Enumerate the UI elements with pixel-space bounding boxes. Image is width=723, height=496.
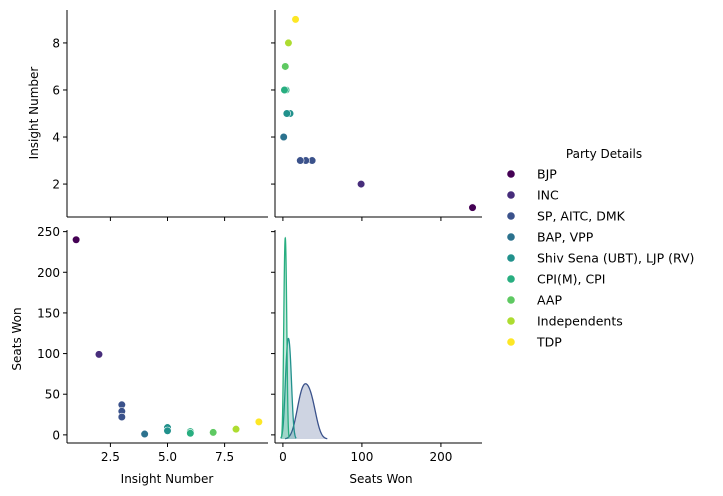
- x-axis-label-left: Insight Number: [121, 472, 214, 486]
- legend-label: SP, AITC, DMK: [537, 209, 626, 224]
- legend-marker: [507, 212, 515, 220]
- legend-marker: [507, 191, 515, 199]
- scatter-point: [282, 109, 291, 118]
- scatter-point: [357, 179, 366, 189]
- legend-marker: [507, 317, 515, 325]
- y-tick-label: 6: [52, 83, 60, 97]
- scatter-point: [281, 62, 290, 71]
- legend-label: AAP: [537, 293, 562, 308]
- scatter-point: [117, 412, 126, 422]
- y-tick-label: 8: [52, 36, 60, 50]
- y-tick-label: 200: [37, 266, 60, 280]
- x-tick-label: 7.5: [215, 450, 234, 464]
- x-axis-label-right: Seats Won: [349, 472, 412, 486]
- x-tick-label: 0: [279, 450, 287, 464]
- scatter-point: [279, 132, 288, 142]
- legend-label: Independents: [537, 314, 623, 329]
- scatter-point: [291, 15, 300, 24]
- scatter-point: [163, 426, 172, 435]
- x-tick-label: 5.0: [158, 450, 177, 464]
- scatter-point: [140, 429, 149, 439]
- scatter-point: [254, 417, 263, 426]
- panel-seats-kde: 0 100 200: [271, 230, 482, 464]
- scatter-point: [209, 428, 218, 437]
- scatter-point: [94, 350, 104, 359]
- panel-insight-kde: 2 4 6 8: [52, 10, 268, 221]
- scatter-point: [72, 235, 81, 244]
- panel-seats-vs-insight-scatter: [271, 10, 482, 221]
- legend-title: Party Details: [566, 147, 642, 161]
- y-tick-label: 250: [37, 225, 60, 239]
- y-tick-label: 0: [52, 428, 60, 442]
- kde-fill: [285, 383, 328, 439]
- y-tick-label: 4: [52, 131, 60, 145]
- legend-marker: [507, 296, 515, 304]
- scatter-point: [284, 38, 293, 48]
- legend-label: TDP: [536, 335, 562, 350]
- legend-label: Shiv Sena (UBT), LJP (RV): [537, 251, 694, 266]
- x-tick-label: 100: [350, 450, 373, 464]
- legend-marker: [507, 338, 515, 346]
- panel-insight-vs-seats-scatter: 0 50 100 150 200 250 2.5 5.0 7.5: [37, 225, 268, 464]
- kde-curve: [280, 337, 297, 439]
- legend-label: CPI(M), CPI: [537, 272, 605, 287]
- y-tick-label: 100: [37, 347, 60, 361]
- y-axis-label-top: Insight Number: [27, 67, 41, 160]
- scatter-point: [231, 425, 241, 434]
- y-axis-label-bottom: Seats Won: [10, 307, 24, 370]
- legend: Party Details BJP INC SP, AITC, DMK BAP, VP…: [507, 147, 694, 350]
- legend-items: BJP INC SP, AITC, DMK BAP, VPP Shiv Sena (UB…: [507, 167, 694, 350]
- scatter-point: [186, 429, 195, 438]
- legend-marker: [507, 233, 515, 241]
- legend-label: INC: [537, 188, 559, 203]
- legend-marker: [507, 275, 515, 283]
- x-tick-label: 200: [429, 450, 452, 464]
- y-tick-label: 2: [52, 178, 60, 192]
- legend-label: BJP: [537, 167, 557, 182]
- scatter-point: [468, 203, 477, 212]
- kde-curve: [280, 236, 290, 438]
- x-tick-label: 2.5: [101, 450, 120, 464]
- kde-curve: [284, 383, 328, 440]
- legend-label: BAP, VPP: [537, 230, 594, 245]
- scatter-point: [296, 156, 305, 165]
- scatter-point: [280, 85, 289, 95]
- y-tick-label: 150: [37, 306, 60, 320]
- legend-marker: [507, 254, 515, 262]
- legend-marker: [507, 170, 515, 178]
- y-tick-label: 50: [45, 388, 60, 402]
